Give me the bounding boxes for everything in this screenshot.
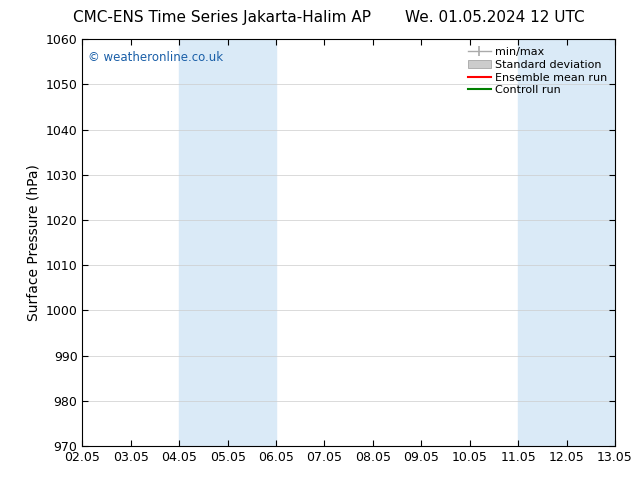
Text: © weatheronline.co.uk: © weatheronline.co.uk xyxy=(87,51,223,64)
Text: CMC-ENS Time Series Jakarta-Halim AP: CMC-ENS Time Series Jakarta-Halim AP xyxy=(73,10,371,25)
Bar xyxy=(518,39,615,446)
Bar xyxy=(179,39,276,446)
Legend: min/max, Standard deviation, Ensemble mean run, Controll run: min/max, Standard deviation, Ensemble me… xyxy=(464,43,612,100)
Text: We. 01.05.2024 12 UTC: We. 01.05.2024 12 UTC xyxy=(404,10,585,25)
Y-axis label: Surface Pressure (hPa): Surface Pressure (hPa) xyxy=(26,164,40,321)
